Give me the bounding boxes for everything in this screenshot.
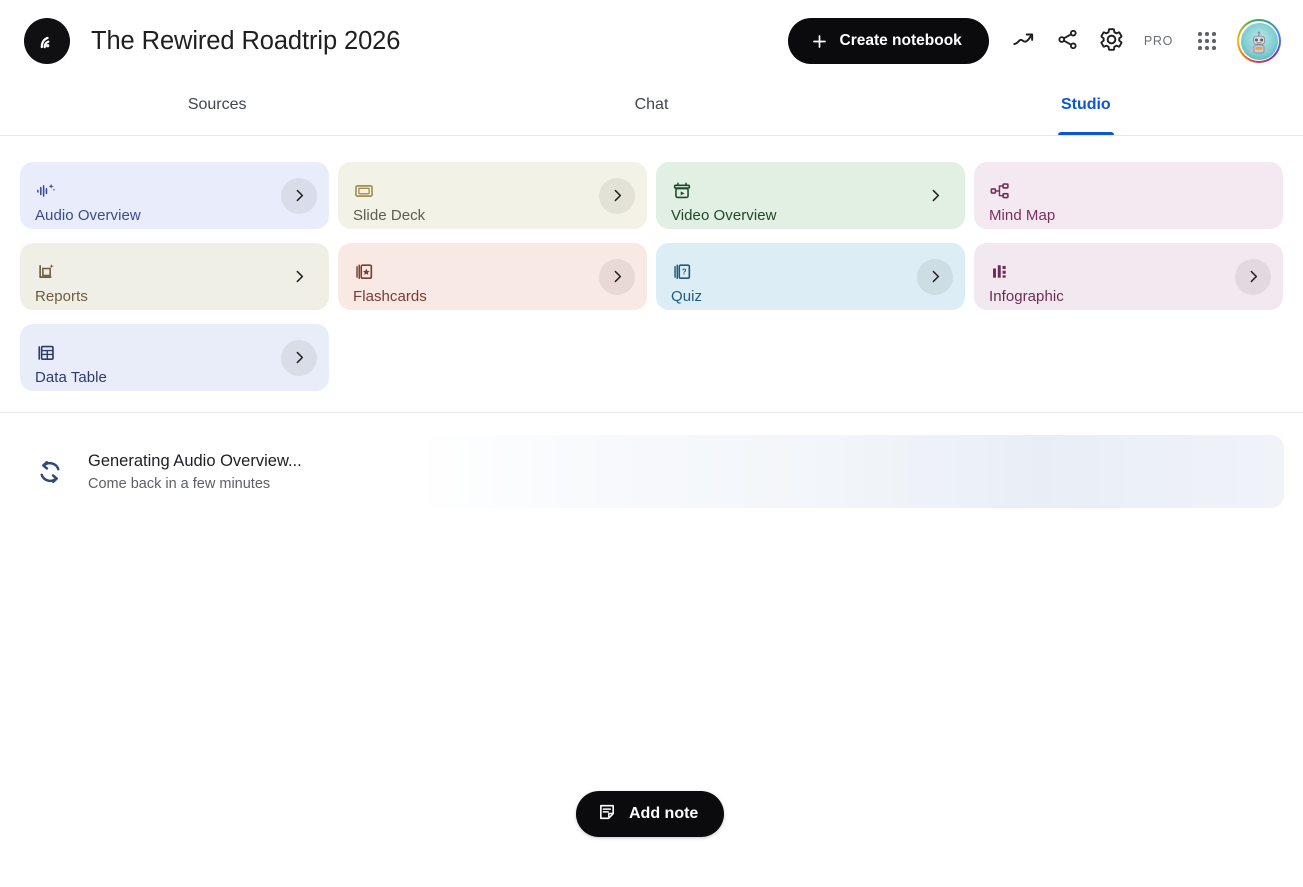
notebooklm-logo-icon[interactable] [24, 18, 70, 64]
audio-waveform-sparkle-icon [35, 180, 315, 202]
tab-chat-label: Chat [634, 96, 669, 113]
flashcards-stack-icon [353, 261, 633, 283]
studio-card-label: Video Overview [671, 207, 777, 224]
chevron-right-icon[interactable] [599, 177, 635, 214]
mind-map-nodes-icon [989, 180, 1269, 202]
studio-card-grid: Audio Overview Slide Deck [20, 162, 1284, 391]
data-table-icon [35, 342, 315, 364]
studio-card-label: Audio Overview [35, 207, 141, 224]
create-notebook-button[interactable]: Create notebook [787, 18, 989, 64]
avatar-ring-inner [1239, 21, 1279, 61]
studio-card-infographic[interactable]: Infographic [974, 243, 1283, 310]
studio-card-label: Mind Map [989, 207, 1056, 224]
chevron-right-icon[interactable] [1235, 258, 1271, 295]
chevron-right-icon[interactable] [917, 178, 953, 214]
studio-card-label: Slide Deck [353, 207, 426, 224]
studio-card-video-overview[interactable]: Video Overview [656, 162, 965, 229]
share-icon [1056, 28, 1079, 54]
share-icon-button[interactable] [1046, 19, 1090, 63]
trending-up-icon-button[interactable] [1002, 19, 1046, 63]
avatar[interactable] [1237, 19, 1281, 63]
generating-status-row[interactable]: Generating Audio Overview... Come back i… [20, 435, 1284, 508]
generating-subtitle: Come back in a few minutes [88, 475, 271, 492]
studio-card-label: Quiz [671, 288, 703, 305]
infographic-bars-icon [989, 261, 1269, 283]
svg-text:?: ? [682, 267, 687, 276]
loading-skeleton-panel [417, 435, 1284, 508]
plus-icon [810, 32, 829, 51]
tab-sources[interactable]: Sources [0, 82, 434, 135]
generating-title: Generating Audio Overview... [88, 451, 302, 470]
apps-grid-icon [1198, 32, 1216, 50]
chevron-right-icon[interactable] [917, 258, 953, 295]
header-actions: Create notebook [787, 18, 1281, 64]
chevron-right-icon[interactable] [599, 258, 635, 295]
apps-grid-button[interactable] [1185, 19, 1229, 63]
report-document-sparkle-icon [35, 261, 315, 283]
add-note-button[interactable]: Add note [576, 791, 725, 837]
studio-card-slide-deck[interactable]: Slide Deck [338, 162, 647, 229]
page-title: The Rewired Roadtrip 2026 [91, 26, 401, 55]
brand-group: The Rewired Roadtrip 2026 [24, 18, 400, 64]
studio-card-audio-overview[interactable]: Audio Overview [20, 162, 329, 229]
studio-card-quiz[interactable]: ? Quiz [656, 243, 965, 310]
studio-card-data-table[interactable]: Data Table [20, 324, 329, 391]
chevron-right-icon[interactable] [281, 259, 317, 295]
generating-text-group: Generating Audio Overview... Come back i… [88, 450, 302, 494]
studio-card-label: Infographic [989, 288, 1064, 305]
studio-card-flashcards[interactable]: Flashcards [338, 243, 647, 310]
tab-studio[interactable]: Studio [869, 82, 1303, 135]
settings-icon-button[interactable] [1090, 19, 1134, 63]
video-play-icon [671, 180, 951, 202]
sync-refresh-icon [28, 458, 72, 486]
note-icon [597, 802, 617, 827]
chevron-right-icon[interactable] [281, 339, 317, 376]
studio-card-label: Reports [35, 288, 88, 305]
create-notebook-label: Create notebook [839, 32, 962, 49]
app-header: The Rewired Roadtrip 2026 Create noteboo… [0, 0, 1303, 82]
pro-badge: PRO [1143, 34, 1173, 48]
robot-avatar [1240, 22, 1278, 60]
studio-card-reports[interactable]: Reports [20, 243, 329, 310]
section-divider [0, 412, 1303, 413]
studio-card-mind-map[interactable]: Mind Map [974, 162, 1283, 229]
trending-up-icon [1011, 27, 1036, 55]
slide-rectangle-icon [353, 180, 633, 202]
add-note-label: Add note [629, 805, 699, 822]
tab-chat[interactable]: Chat [434, 82, 868, 135]
tab-sources-label: Sources [187, 96, 247, 113]
studio-card-label: Data Table [35, 369, 107, 386]
tab-studio-label: Studio [1060, 96, 1111, 113]
main-tabs: Sources Chat Studio [0, 82, 1303, 136]
gear-icon [1099, 27, 1124, 55]
studio-card-label: Flashcards [353, 288, 427, 305]
chevron-right-icon[interactable] [281, 177, 317, 214]
quiz-question-card-icon: ? [671, 261, 951, 283]
